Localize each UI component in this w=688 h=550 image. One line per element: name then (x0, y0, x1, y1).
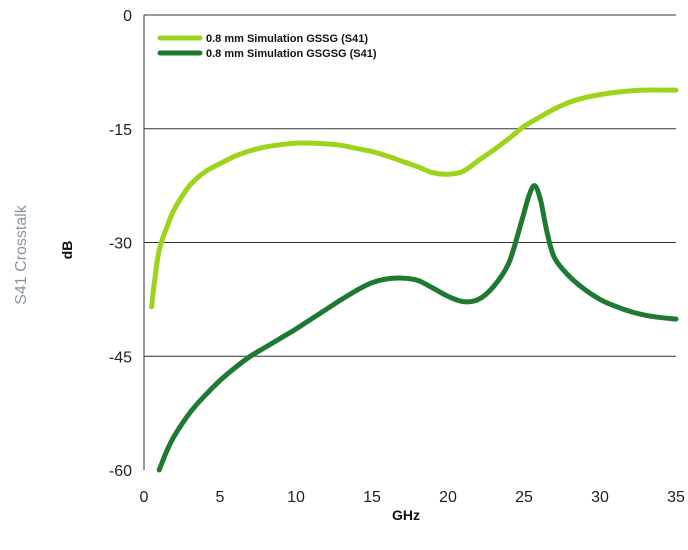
x-tick-labels: 0 5 10 15 20 25 30 35 (140, 489, 685, 506)
x-tick-label: 0 (140, 489, 149, 506)
y-tick-label: -60 (109, 463, 132, 480)
gridlines (144, 14, 676, 357)
series-line-1 (149, 87, 679, 310)
x-tick-label: 15 (363, 489, 381, 506)
y-axis-label: dB (59, 241, 75, 260)
y-tick-labels: 0 -15 -30 -45 -60 (109, 8, 132, 480)
series-line-2 (156, 183, 679, 473)
y-tick-label: -15 (109, 122, 132, 139)
side-title: S41 Crosstalk (13, 204, 30, 305)
x-tick-label: 30 (591, 489, 609, 506)
legend-label: 0.8 mm Simulation GSGSG (S41) (206, 48, 377, 60)
y-tick-label: -30 (109, 236, 132, 253)
x-tick-label: 5 (216, 489, 225, 506)
x-tick-label: 35 (667, 489, 685, 506)
y-tick-label: -45 (109, 349, 132, 366)
series-lines (149, 87, 679, 473)
x-tick-label: 10 (287, 489, 305, 506)
legend: 0.8 mm Simulation GSSG (S41) 0.8 mm Simul… (157, 33, 377, 60)
legend-label: 0.8 mm Simulation GSSG (S41) (206, 33, 368, 45)
x-tick-label: 20 (439, 489, 457, 506)
x-tick-label: 25 (515, 489, 533, 506)
x-axis-label: GHz (392, 507, 420, 523)
y-tick-label: 0 (123, 8, 132, 25)
